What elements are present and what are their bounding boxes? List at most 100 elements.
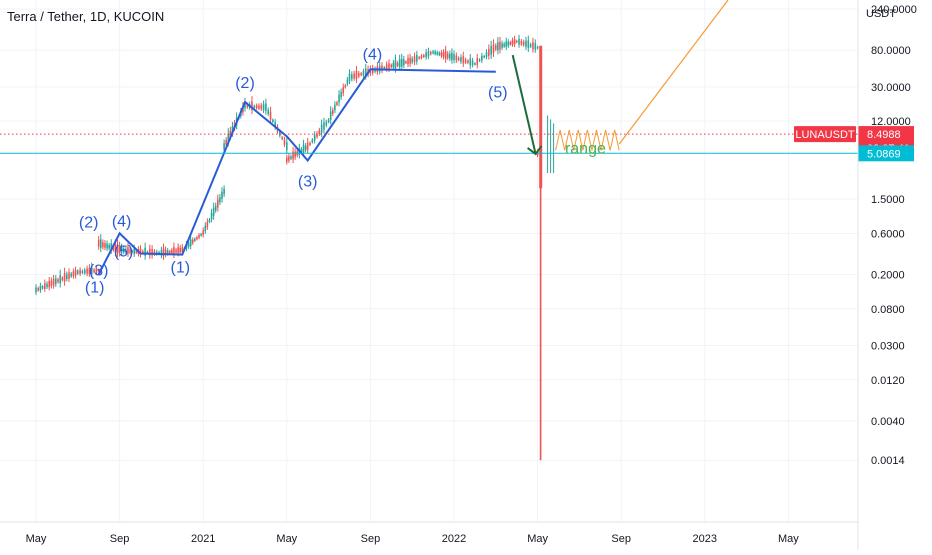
price-candle-body [104,243,106,248]
price-candle-body [129,249,131,253]
price-candle-body [334,104,336,111]
price-candle-body [311,139,314,143]
price-candle-body [272,119,274,122]
wave-label: (4) [363,47,383,64]
price-candle-body [474,63,476,65]
price-candle-body [99,239,102,248]
price-candle-body [436,52,439,55]
price-candle-body [505,41,508,47]
price-candle-body [166,250,169,254]
price-candle-body [316,133,318,137]
price-candle-body [398,59,401,68]
price-candle-body [114,244,117,253]
price-candle-body [37,288,39,291]
price-candle-body [292,151,294,160]
price-candle-body [223,188,225,195]
price-candle-body [362,71,365,76]
y-tick-label: 0.0300 [871,340,905,352]
price-candle-body [360,73,362,76]
price-candle-body [262,104,265,111]
price-candle-body [231,126,234,134]
forecast-arrow [511,54,537,155]
price-candle-body [151,249,153,256]
price-candle-body [125,249,127,253]
price-candle-body [208,219,211,222]
price-candle-body [63,272,66,282]
price-candle-body [471,60,474,66]
price-candle-body [342,87,345,94]
price-candle-body [388,63,390,70]
price-candle-body [403,59,405,66]
price-candle-body [355,70,358,79]
price-candle-body [88,267,91,274]
price-candle-body [214,205,217,211]
price-candle-body [48,280,50,288]
price-candle-body [187,242,190,247]
wave-label: (1) [171,260,191,277]
price-candle-body [116,244,119,253]
price-candle-body [204,225,207,232]
price-candle-body [66,274,68,280]
price-candle-body [527,40,530,49]
price-candle-body [59,274,61,284]
price-candle-body [497,42,499,51]
price-candle-body [267,109,270,114]
price-candle-body [522,41,525,46]
price-candle-body [142,251,144,254]
price-candle-body [532,42,534,50]
price-candle-body [520,41,523,45]
price-candle-body [86,268,88,274]
price-candle-body [460,57,462,62]
price-candle-body [260,105,263,110]
wave-label: (4) [112,214,132,231]
price-candle-body [255,105,258,109]
price-candle-body [536,46,539,49]
symbol-tag-label: LUNAUSDT [795,129,855,141]
price-candle-body [464,59,467,63]
price-candle-body [344,85,347,88]
price-candle-body [483,55,485,58]
price-candle-body [127,247,129,254]
y-tick-label: 0.6000 [871,228,905,240]
x-tick-label: May [276,533,297,545]
price-candle-body [420,55,423,59]
price-candle-body [229,130,232,138]
price-candle-body [227,133,230,143]
price-candle-body [478,59,481,62]
price-candle-body [396,62,399,66]
price-candle-body [462,56,465,64]
price-candle-body [451,52,453,61]
price-candle-body [353,73,355,79]
price-candle-body [95,268,98,273]
price-candle-body [469,58,472,66]
price-candle-body [529,44,532,47]
price-candle-body [217,199,219,208]
price-candle-body [304,145,307,151]
price-candle-body [77,270,79,274]
price-candle-body [331,110,334,115]
price-candle-body [281,137,283,140]
y-tick-label: 30.0000 [871,82,911,94]
price-candle-body [155,251,158,255]
price-candle-body [383,67,386,69]
price-candle-body [164,249,167,255]
price-candle-body [411,58,413,63]
price-candle-body [223,143,225,150]
price-candle-body [534,43,537,50]
price-candle-body [348,73,351,81]
price-candle-body [429,52,432,55]
price-candle-body [46,283,48,288]
price-candle-body [83,269,86,274]
price-candle-body [442,52,445,58]
price-candle-body [244,101,246,109]
price-candle-body [97,240,100,247]
price-candle-body [279,131,281,136]
price-candle-body [118,246,121,254]
price-candle-body [340,91,342,98]
price-candle-body [153,251,156,255]
price-tag-value: 5.0869 [867,148,901,160]
price-candle-body [364,68,367,76]
x-tick-label: 2021 [191,533,215,545]
